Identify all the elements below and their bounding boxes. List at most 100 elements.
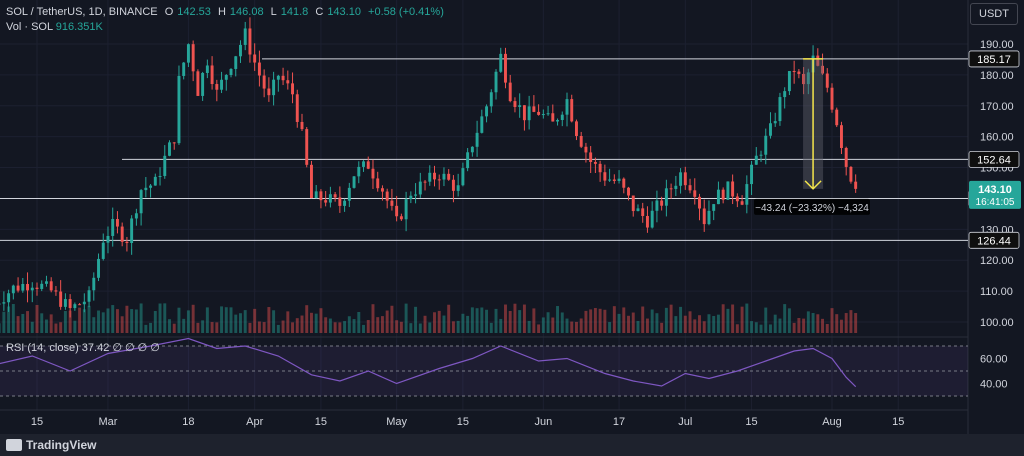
candle-body: [631, 195, 635, 212]
candle-body: [702, 208, 706, 225]
low-value: 141.8: [280, 6, 309, 18]
volume-bar: [461, 313, 465, 333]
symbol-title[interactable]: SOL / TetherUS, 1D, BINANCE: [6, 6, 158, 18]
volume-bar: [125, 305, 129, 333]
last-price-label: 143.10: [978, 184, 1012, 196]
volume-bar: [210, 322, 214, 333]
candle-body: [7, 293, 11, 303]
candle-body: [499, 53, 503, 72]
price-tick-label: 190.00: [980, 39, 1014, 51]
candle-body: [357, 166, 361, 177]
volume-bars: [0, 303, 858, 333]
candle-body: [281, 75, 285, 81]
currency-selector[interactable]: USDT: [970, 3, 1018, 25]
candle-body: [210, 65, 214, 85]
candle-body: [134, 213, 138, 219]
volume-bar: [380, 316, 384, 333]
candle-body: [125, 241, 129, 243]
volume-bar: [584, 310, 588, 333]
candle-body: [679, 172, 683, 186]
volume-bar: [754, 322, 758, 333]
candle-body: [163, 155, 167, 176]
candle-body: [546, 113, 550, 115]
candle-body: [480, 116, 484, 133]
volume-bar: [797, 318, 801, 333]
candle-body: [196, 71, 200, 96]
volume-bar: [314, 313, 318, 333]
candle-body: [418, 181, 422, 195]
volume-bar: [35, 304, 39, 333]
candle-body: [309, 164, 313, 199]
measure-arrow-head: [804, 180, 822, 190]
time-tick-label: 15: [745, 416, 757, 428]
volume-bar: [504, 304, 507, 333]
price-tick-label: 160.00: [980, 132, 1014, 144]
volume-bar: [825, 323, 829, 333]
volume-label[interactable]: Vol · SOL: [6, 21, 53, 33]
volume-bar: [30, 321, 34, 333]
open-label: O: [164, 6, 174, 18]
volume-bar: [650, 309, 654, 333]
candle-body: [144, 187, 148, 191]
high-value: 146.08: [229, 6, 264, 18]
candle-body: [627, 187, 630, 196]
candle-body: [560, 114, 564, 121]
candle-body: [513, 101, 517, 107]
time-tick-label: 15: [31, 416, 43, 428]
price-tick-label: 110.00: [980, 286, 1013, 298]
volume-bar: [26, 311, 30, 333]
volume-bar: [849, 310, 853, 333]
volume-bar: [769, 324, 772, 333]
candle-body: [224, 75, 228, 80]
candle-body: [721, 189, 725, 200]
tradingview-logo[interactable]: TradingView: [6, 438, 96, 452]
volume-bar: [641, 306, 645, 333]
price-tick-label: 180.00: [980, 70, 1014, 82]
volume-bar: [414, 306, 418, 333]
volume-bar: [522, 304, 526, 333]
volume-bar: [499, 318, 503, 333]
candle-body: [669, 188, 673, 190]
volume-bar: [537, 324, 541, 333]
volume-bar: [267, 307, 271, 333]
candle-body: [286, 80, 290, 84]
open-value: 142.53: [177, 6, 211, 18]
volume-bar: [168, 319, 171, 333]
volume-bar: [716, 314, 720, 333]
candle-body: [759, 154, 763, 156]
candle-body: [262, 75, 266, 89]
volume-bar: [177, 307, 181, 333]
level-price-tag: [968, 151, 1020, 168]
volume-bar: [603, 309, 607, 333]
volume-bar: [92, 317, 96, 333]
volume-bar: [787, 308, 791, 333]
candle-body: [409, 195, 413, 200]
candle-body: [645, 215, 649, 228]
volume-bar: [409, 323, 413, 333]
volume-bar: [428, 322, 432, 333]
volume-bar: [513, 303, 517, 333]
volume-bar: [683, 315, 687, 333]
candle-body: [726, 181, 730, 200]
time-axis: 15 Mar 18 Apr 15 May 15 Jun 17 Jul 15 Aug 15: [31, 416, 905, 428]
volume-bar: [362, 324, 365, 333]
candle-body: [537, 111, 541, 115]
candle-body: [201, 72, 205, 96]
volume-bar: [399, 321, 403, 333]
volume-bar: [579, 318, 583, 333]
candle-body: [73, 304, 77, 309]
volume-bar: [243, 310, 247, 333]
candle-body: [773, 121, 777, 124]
volume-bar: [593, 308, 597, 333]
candle-body: [693, 190, 697, 197]
price-candles: [0, 17, 858, 318]
volume-bar: [97, 310, 100, 333]
volume-bar: [645, 318, 649, 333]
rsi-header[interactable]: RSI (14, close) 37.42 ∅ ∅ ∅ ∅: [6, 342, 160, 354]
rsi-pane: [0, 337, 968, 397]
volume-bar: [144, 324, 148, 333]
candle-body: [40, 283, 44, 289]
candle-body: [551, 113, 555, 122]
candle-body: [660, 200, 664, 206]
